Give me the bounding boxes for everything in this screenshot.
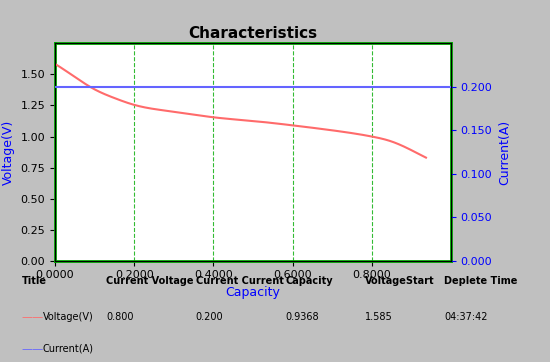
- Text: 04:37:42: 04:37:42: [444, 312, 487, 322]
- Title: Characteristics: Characteristics: [189, 26, 317, 41]
- Text: Deplete Time: Deplete Time: [444, 276, 518, 286]
- Text: Title: Title: [21, 276, 47, 286]
- Text: VoltageStart: VoltageStart: [365, 276, 434, 286]
- Text: Capacity: Capacity: [285, 276, 333, 286]
- Y-axis label: Current(A): Current(A): [498, 119, 511, 185]
- Text: Current Voltage: Current Voltage: [106, 276, 194, 286]
- Text: Current Current: Current Current: [196, 276, 284, 286]
- Text: 0.200: 0.200: [196, 312, 223, 322]
- Text: 0.9368: 0.9368: [285, 312, 319, 322]
- Text: 0.800: 0.800: [106, 312, 134, 322]
- Text: ——: ——: [21, 344, 44, 354]
- Text: Voltage(V): Voltage(V): [43, 312, 94, 322]
- Text: Current(A): Current(A): [43, 344, 94, 354]
- Text: ——: ——: [21, 312, 44, 322]
- Y-axis label: Voltage(V): Voltage(V): [2, 119, 15, 185]
- Text: 1.585: 1.585: [365, 312, 393, 322]
- X-axis label: Capacity: Capacity: [226, 286, 280, 299]
